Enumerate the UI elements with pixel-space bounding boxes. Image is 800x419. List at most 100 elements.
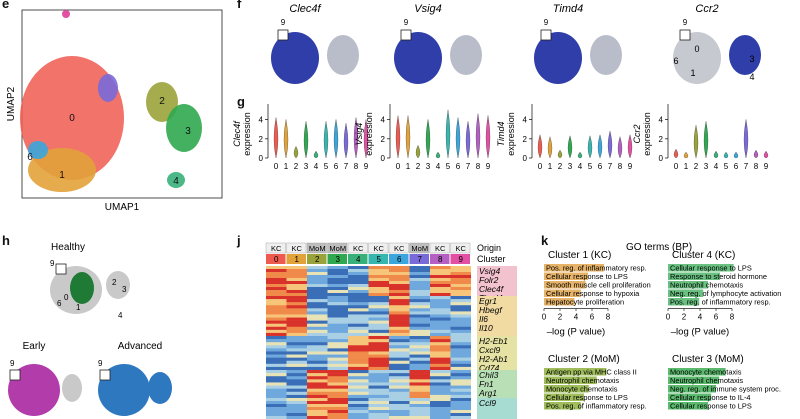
heatmap-cell — [450, 296, 471, 300]
heatmap-cell — [266, 404, 287, 408]
heatmap-cell — [409, 366, 430, 371]
heatmap-cell — [307, 308, 328, 312]
heatmap-cell — [286, 296, 307, 300]
healthy-label-2: 2 — [112, 278, 117, 287]
heatmap-cell — [266, 326, 287, 331]
heatmap-cell — [327, 373, 348, 377]
heatmap-cell — [266, 388, 287, 393]
feature-label-9: 9 — [544, 18, 549, 27]
gene-label-il6: Il6 — [479, 314, 488, 324]
heatmap-cell — [389, 293, 410, 297]
heatmap-cell — [266, 416, 287, 419]
go-xtick: 4 — [574, 313, 579, 322]
violin-xtick: 7 — [344, 162, 349, 171]
heatmap-cell — [327, 275, 348, 279]
heatmap-cell — [348, 299, 369, 303]
feature-plot-clec4f: Clec4f 9 — [271, 3, 359, 84]
violin-xtick: 4 — [578, 162, 583, 171]
heatmap-cell — [286, 376, 307, 380]
heatmap-cell — [409, 379, 430, 383]
heatmap-cell — [286, 394, 307, 399]
heatmap-cell — [389, 366, 410, 371]
cluster-3-cloud — [166, 104, 202, 152]
go-xtick: 2 — [558, 313, 563, 322]
heatmap-cell — [266, 293, 287, 297]
heatmap-cell — [307, 311, 328, 315]
go-xtick: 2 — [682, 313, 687, 322]
heatmap-cell — [348, 407, 369, 411]
heatmap-cell — [409, 342, 430, 346]
heatmap-cell — [368, 382, 389, 386]
feature-label-3: 3 — [749, 54, 754, 64]
violin-ytick: 0 — [381, 154, 386, 163]
heatmap-cell — [450, 351, 471, 355]
heatmap-cell — [348, 342, 369, 346]
heatmap-cell — [307, 394, 328, 399]
heatmap-cell — [430, 345, 451, 349]
heatmap-cell — [286, 342, 307, 346]
heatmap-cell — [409, 326, 430, 331]
violin-xtick: 1 — [406, 162, 411, 171]
feature-title-ccr2: Ccr2 — [695, 3, 718, 15]
heatmap-cell — [266, 332, 287, 337]
heatmap-cell — [327, 290, 348, 294]
condition-title-early: Early — [23, 341, 46, 352]
feature-label-0: 0 — [694, 44, 699, 54]
violin-xtick: 5 — [724, 162, 729, 171]
heatmap-cell — [430, 357, 451, 362]
gene-group-band — [477, 336, 517, 370]
heatmap-cell — [327, 281, 348, 285]
violin-xtick: 2 — [294, 162, 299, 171]
heatmap-cell — [307, 385, 328, 389]
cluster-label: 6 — [397, 255, 402, 264]
heatmap-cell — [327, 278, 348, 282]
go-title: GO terms (BP) — [626, 242, 692, 253]
heatmap-cell — [286, 357, 307, 362]
go-xtick: 0 — [666, 313, 671, 322]
heatmap-cell — [266, 354, 287, 358]
heatmap-cell — [409, 320, 430, 324]
heatmap-cell — [389, 342, 410, 346]
heatmap-cell — [307, 339, 328, 343]
heatmap-cell — [450, 388, 471, 393]
heatmap-cell — [450, 407, 471, 411]
heatmap-cell — [430, 385, 451, 389]
heatmap-cell — [430, 332, 451, 337]
heatmap-cell — [409, 275, 430, 279]
heatmap-cell — [307, 281, 328, 285]
origin-row-label: Origin — [477, 243, 501, 253]
heatmap-cell — [430, 266, 451, 270]
heatmap-cell — [348, 336, 369, 340]
heatmap-cell — [450, 398, 471, 402]
heatmap-cell — [327, 329, 348, 334]
origin-cell — [388, 242, 409, 254]
heatmap-cell — [286, 275, 307, 279]
heatmap-cell — [368, 357, 389, 362]
gene-label-h2-ab1: H2-Ab1 — [479, 354, 508, 364]
heatmap-cell — [389, 305, 410, 309]
heatmap-cell — [286, 354, 307, 358]
heatmap-cell — [286, 311, 307, 315]
heatmap-cell — [286, 308, 307, 312]
go-block-title: Cluster 3 (MoM) — [672, 354, 744, 365]
violin-xtick: 1 — [284, 162, 289, 171]
go-block-title: Cluster 1 (KC) — [548, 250, 611, 261]
heatmap-cell — [307, 299, 328, 303]
heatmap-cell — [430, 308, 451, 312]
go-bar — [668, 376, 720, 384]
heatmap-cell — [430, 339, 451, 343]
heatmap-cell — [307, 401, 328, 405]
heatmap-cell — [389, 348, 410, 352]
gene-label-arg1: Arg1 — [478, 388, 497, 398]
heatmap-cell — [327, 311, 348, 315]
violin-ccr2-cluster-7 — [743, 119, 749, 159]
violin-clec4f-cluster-4 — [313, 150, 319, 159]
violin-ccr2-cluster-4 — [713, 150, 719, 159]
heatmap-cell — [348, 404, 369, 408]
cluster-label: 9 — [459, 255, 464, 264]
heatmap-cell — [348, 320, 369, 324]
heatmap-cell — [327, 366, 348, 371]
heatmap-cell — [266, 348, 287, 352]
